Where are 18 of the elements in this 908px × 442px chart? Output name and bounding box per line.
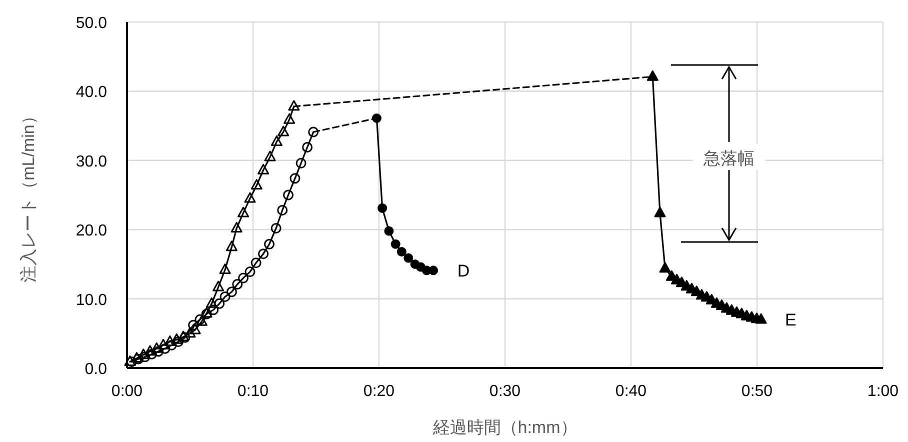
x-tick-label: 0:20 [363,383,395,400]
x-tick-label: 0:50 [741,383,773,400]
x-axis-title: 経過時間（h:mm） [432,418,578,437]
series-label: E [785,310,796,330]
x-tick-label: 0:10 [237,383,269,400]
x-tick-label: 0:40 [615,383,647,400]
annotation: 急落幅 [702,149,754,168]
x-tick-label: 0:30 [489,383,521,400]
x-tick-label: 0:00 [111,383,143,400]
y-tick-label: 30.0 [76,153,108,170]
y-tick-label: 20.0 [76,222,108,240]
y-axis-title: 注入レート（mL/min） [19,108,38,282]
x-tick-label: 1:00 [867,383,899,400]
y-tick-label: 10.0 [76,292,108,309]
y-tick-label: 0.0 [84,361,108,378]
y-tick-label: 40.0 [76,84,108,102]
series-label: D [457,261,470,280]
y-tick-label: 50.0 [76,15,108,32]
